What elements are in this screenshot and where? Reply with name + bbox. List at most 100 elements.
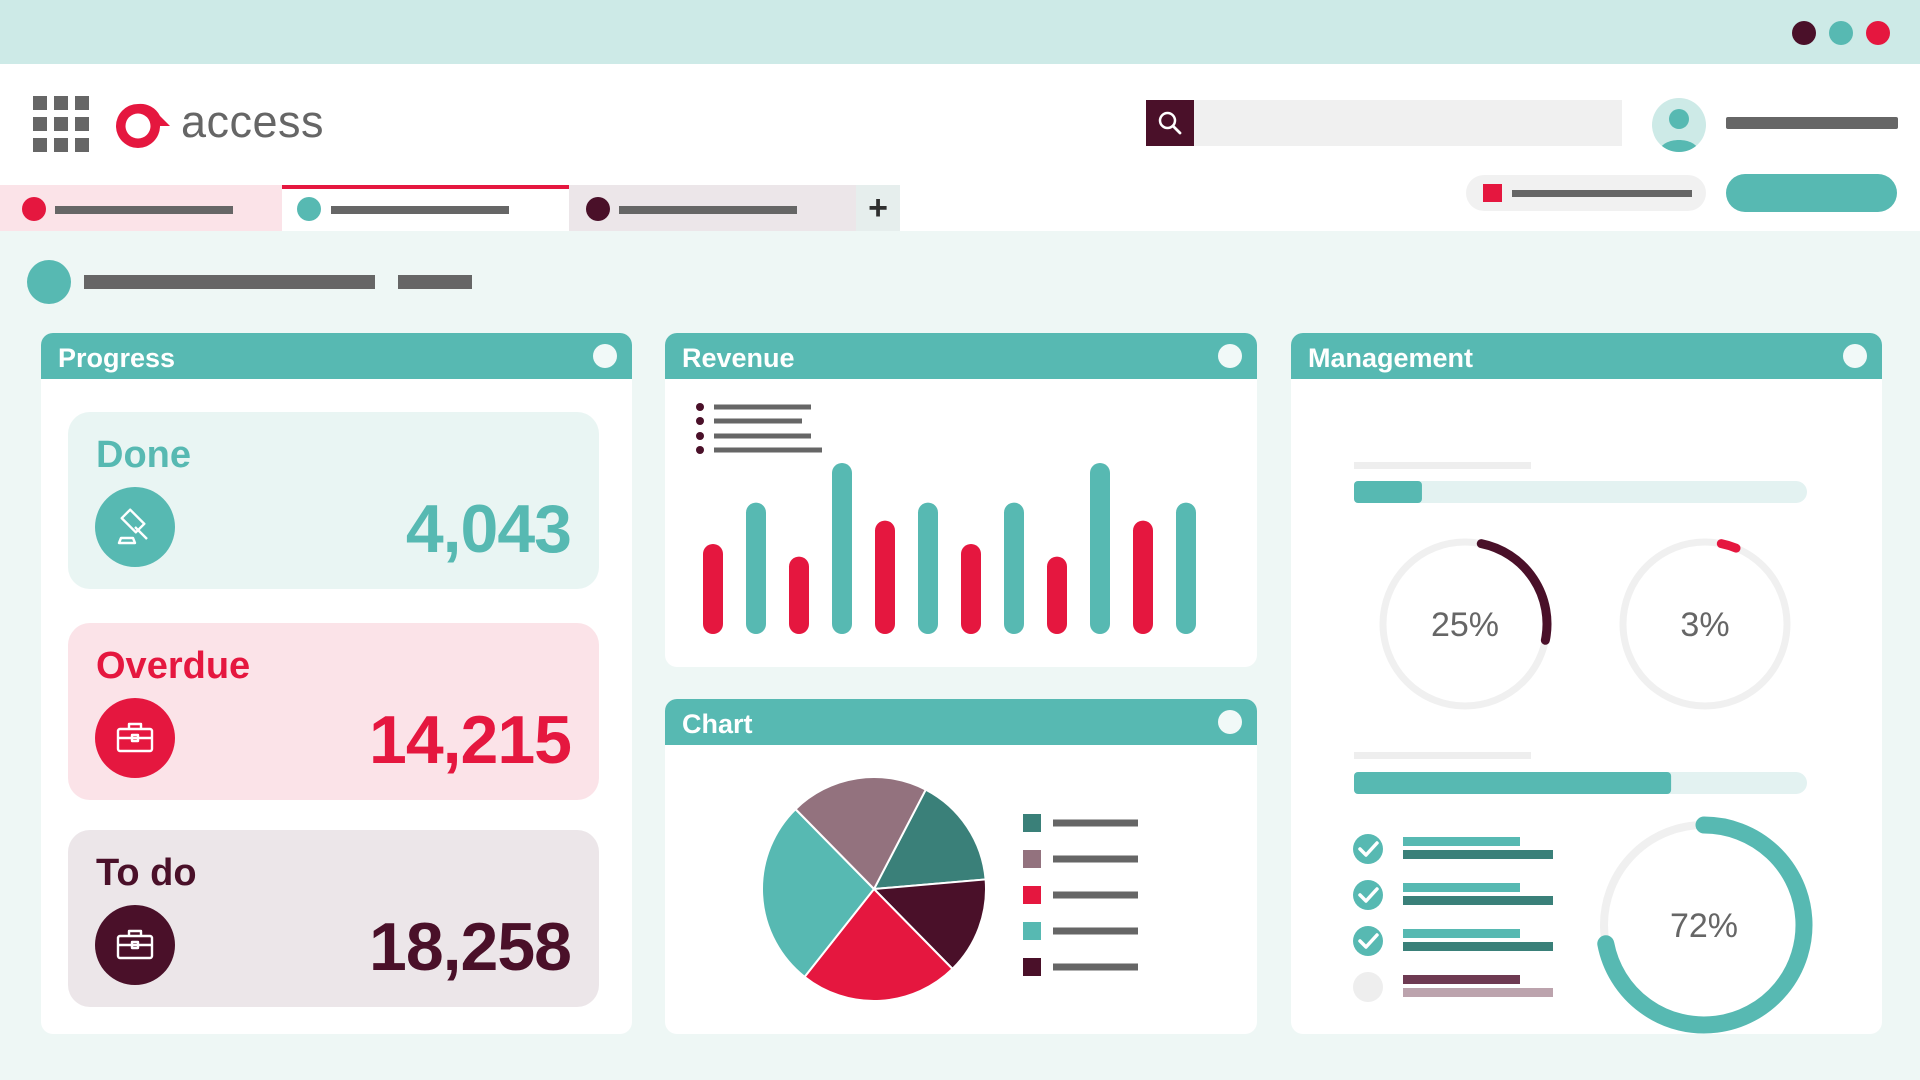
revenue-legend xyxy=(696,403,822,454)
tab-label xyxy=(55,206,233,214)
legend-bullet xyxy=(696,432,704,440)
empty-circle-icon[interactable] xyxy=(1353,972,1383,1002)
revenue-bar xyxy=(961,544,981,634)
bar2-fill xyxy=(1354,772,1672,794)
revenue-panel-header: Revenue xyxy=(665,333,1257,379)
window-dot-red[interactable] xyxy=(1866,21,1890,45)
pie-slice xyxy=(761,807,876,979)
overdue-label: Overdue xyxy=(96,645,251,687)
check-circle-icon[interactable] xyxy=(1353,880,1383,910)
revenue-bar xyxy=(875,520,895,634)
overdue-icon-badge xyxy=(95,698,175,778)
pie-legend-swatch xyxy=(1023,922,1041,940)
gauge-track xyxy=(1619,538,1791,710)
pie-legend-swatch xyxy=(1023,814,1041,832)
page-icon xyxy=(27,260,71,304)
check-circle-icon[interactable] xyxy=(1353,834,1383,864)
pie-legend-label xyxy=(1053,963,1138,971)
revenue-bar xyxy=(703,544,723,634)
revenue-bar xyxy=(1047,556,1067,634)
checklist-bar-bottom xyxy=(1403,942,1553,951)
revenue-panel: Revenue xyxy=(665,333,1257,667)
tab-1[interactable] xyxy=(0,185,282,231)
page-title xyxy=(84,275,375,289)
management-panel-menu[interactable] xyxy=(1843,344,1867,368)
progress-panel: Progress Done 4,043 Overdue xyxy=(41,333,632,1034)
filter-pill[interactable] xyxy=(1466,175,1706,211)
user-avatar[interactable] xyxy=(1652,98,1706,152)
revenue-bar xyxy=(832,463,852,634)
checklist-bar-bottom xyxy=(1403,850,1553,859)
revenue-bar xyxy=(789,556,809,634)
legend-bullet xyxy=(696,446,704,454)
revenue-panel-menu[interactable] xyxy=(1218,344,1242,368)
filter-label xyxy=(1512,190,1692,197)
window-dot-plum[interactable] xyxy=(1792,21,1816,45)
checkmark-icon xyxy=(1358,887,1379,903)
apps-grid-icon[interactable] xyxy=(33,96,89,152)
search-input[interactable] xyxy=(1194,100,1622,146)
search-icon xyxy=(1158,111,1182,135)
checklist-bar-top xyxy=(1403,975,1520,984)
management-panel-header: Management xyxy=(1291,333,1882,379)
overdue-value: 14,215 xyxy=(369,702,572,778)
checklist-bar-bottom xyxy=(1403,896,1553,905)
legend-bullet xyxy=(696,417,704,425)
window-dot-teal[interactable] xyxy=(1829,21,1853,45)
legend-bullet xyxy=(696,403,704,411)
todo-label: To do xyxy=(96,852,197,894)
tab-2[interactable] xyxy=(282,185,569,231)
revenue-bar xyxy=(746,502,766,634)
done-label: Done xyxy=(96,434,191,476)
revenue-bar xyxy=(1004,502,1024,634)
access-logo-icon xyxy=(116,103,170,148)
gauge-arc xyxy=(1716,539,1741,553)
todo-icon-badge xyxy=(95,905,175,985)
progress-panel-header: Progress xyxy=(41,333,632,379)
pie-slice xyxy=(871,878,987,971)
primary-action-button[interactable] xyxy=(1726,174,1897,212)
check-circle-icon[interactable] xyxy=(1353,926,1383,956)
page-subtitle xyxy=(398,275,472,289)
chart-panel-menu[interactable] xyxy=(1218,710,1242,734)
legend-label xyxy=(714,447,822,453)
tab-status-dot xyxy=(297,197,321,221)
bar1-fill xyxy=(1354,481,1422,503)
search-button[interactable] xyxy=(1146,100,1194,146)
todo-card[interactable]: To do 18,258 xyxy=(68,830,599,1007)
revenue-bar-chart xyxy=(696,403,1196,634)
gauge-arc xyxy=(1597,816,1813,1034)
bar2-caption xyxy=(1354,752,1531,759)
revenue-panel-title: Revenue xyxy=(682,343,795,373)
gavel-icon xyxy=(117,508,148,545)
pie-legend-label xyxy=(1053,891,1138,899)
add-tab-button[interactable]: + xyxy=(856,185,900,231)
gauge-label: 25% xyxy=(1431,606,1499,644)
pie-legend-label xyxy=(1053,855,1138,863)
pie-slice xyxy=(872,788,987,891)
management-panel-title: Management xyxy=(1308,343,1474,373)
app-name: access xyxy=(181,96,325,147)
chart-panel-title: Chart xyxy=(682,709,753,739)
legend-label xyxy=(714,418,802,424)
window-titlebar xyxy=(0,0,1920,64)
user-avatar-icon xyxy=(1659,109,1699,152)
briefcase-icon xyxy=(116,929,154,960)
pie-legend-swatch xyxy=(1023,886,1041,904)
pie-legend-swatch xyxy=(1023,958,1041,976)
tab-status-dot xyxy=(22,197,46,221)
done-icon-badge xyxy=(95,487,175,567)
pie-slice xyxy=(794,776,928,891)
done-card[interactable]: Done 4,043 xyxy=(68,412,599,589)
checkmark-icon xyxy=(1358,933,1379,949)
progress-panel-menu[interactable] xyxy=(593,344,617,368)
revenue-bar xyxy=(1176,502,1196,634)
revenue-bar xyxy=(1133,520,1153,634)
tab-label xyxy=(619,206,797,214)
checklist-bar-top xyxy=(1403,837,1520,846)
tab-3[interactable] xyxy=(569,185,856,231)
checklist-bar-top xyxy=(1403,929,1520,938)
gauge-label: 72% xyxy=(1670,907,1738,945)
pie-legend-label xyxy=(1053,819,1138,827)
overdue-card[interactable]: Overdue 14,215 xyxy=(68,623,599,800)
